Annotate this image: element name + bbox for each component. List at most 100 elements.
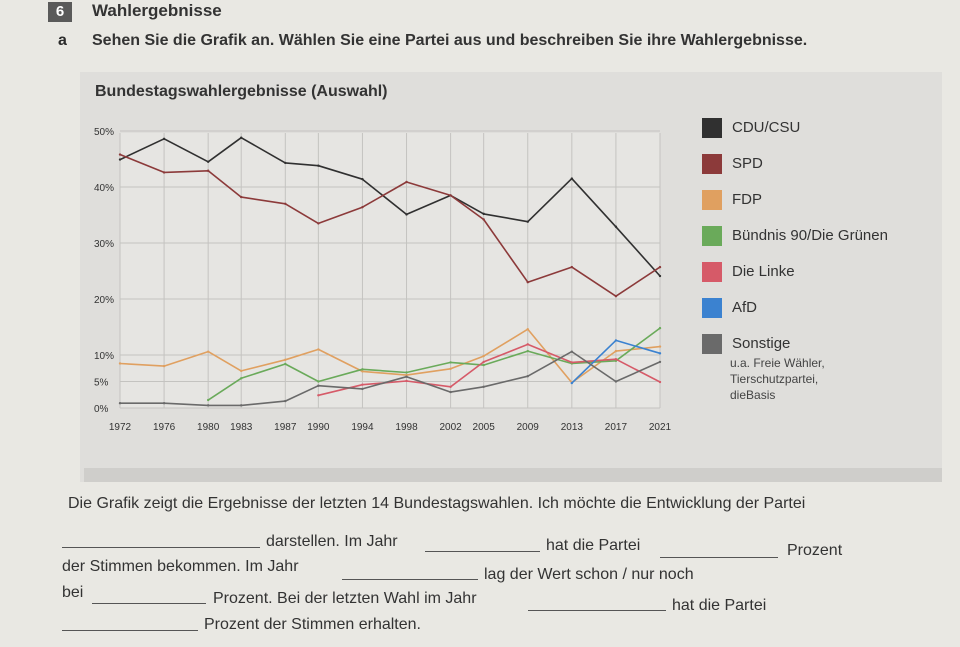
data-point-cdu-csu	[240, 136, 243, 139]
data-point-spd	[118, 153, 122, 156]
x-tick-label: 1972	[109, 422, 132, 433]
data-point-sonstige	[206, 404, 210, 407]
data-point-sonstige	[118, 402, 122, 405]
data-point-b-ndnis-90-die-gr-nen	[317, 380, 320, 383]
data-point-spd	[206, 169, 210, 172]
text-line-2a: darstellen. Im Jahr	[266, 533, 398, 550]
series-line-fdp	[119, 328, 661, 384]
legend-note: Tierschutzpartei,	[730, 372, 819, 386]
series-line-spd	[119, 153, 661, 298]
data-point-afd	[614, 339, 618, 342]
blank-percent-3[interactable]	[62, 630, 198, 631]
blank-percent-2[interactable]	[92, 603, 206, 604]
x-tick-label: 2009	[517, 422, 540, 433]
x-tick-label: 1976	[153, 422, 176, 433]
data-point-die-linke	[405, 379, 408, 383]
data-point-fdp	[162, 364, 166, 368]
text-line-3a: der Stimmen bekommen. Im Jahr	[62, 558, 299, 575]
task-title: Wahlergebnisse	[92, 1, 222, 20]
x-tick-label: 1983	[230, 422, 253, 433]
legend-note: u.a. Freie Wähler,	[730, 356, 825, 370]
data-point-die-linke	[614, 358, 618, 361]
data-point-afd	[570, 381, 574, 385]
data-point-fdp	[118, 362, 122, 365]
y-tick-label: 20%	[94, 295, 114, 306]
data-point-die-linke	[526, 343, 529, 346]
blank-percent-1[interactable]	[660, 557, 778, 558]
x-tick-label: 2021	[649, 422, 672, 433]
data-point-fdp	[526, 328, 529, 331]
data-point-b-ndnis-90-die-gr-nen	[449, 361, 452, 364]
legend-note: dieBasis	[730, 388, 776, 402]
data-point-b-ndnis-90-die-gr-nen	[361, 368, 364, 371]
text-line-4c: hat die Partei	[672, 597, 767, 614]
data-point-b-ndnis-90-die-gr-nen	[405, 371, 408, 374]
data-point-sonstige	[614, 380, 618, 383]
data-point-sonstige	[162, 402, 166, 405]
data-point-cdu-csu	[317, 164, 320, 167]
data-point-sonstige	[284, 399, 287, 403]
data-point-b-ndnis-90-die-gr-nen	[482, 363, 485, 367]
y-tick-label: 40%	[94, 183, 114, 194]
data-point-spd	[526, 281, 529, 284]
data-point-sonstige	[526, 375, 529, 378]
data-point-sonstige	[361, 387, 364, 391]
data-point-fdp	[482, 354, 485, 358]
legend-swatch	[702, 298, 722, 318]
data-point-die-linke	[361, 383, 364, 386]
series-line-cdu-csu	[119, 136, 661, 277]
legend-label: CDU/CSU	[732, 119, 801, 136]
data-point-spd	[405, 180, 408, 184]
legend-label: Die Linke	[732, 263, 795, 280]
legend-swatch	[702, 190, 722, 210]
blank-year-2[interactable]	[342, 579, 478, 580]
data-point-b-ndnis-90-die-gr-nen	[658, 326, 662, 330]
data-point-die-linke	[317, 394, 320, 397]
text-line-4a: bei	[62, 584, 84, 601]
y-tick-label: 30%	[94, 239, 114, 250]
data-point-cdu-csu	[118, 158, 122, 161]
data-point-b-ndnis-90-die-gr-nen	[526, 349, 529, 353]
data-point-sonstige	[658, 360, 662, 364]
legend-label: FDP	[732, 191, 762, 208]
series-line-b-ndnis-90-die-gr-nen	[207, 327, 661, 401]
data-point-sonstige	[449, 390, 452, 394]
x-tick-label: 1998	[395, 422, 418, 433]
data-point-spd	[361, 205, 364, 209]
data-point-sonstige	[317, 384, 320, 387]
data-point-die-linke	[482, 360, 485, 364]
task-number: 6	[48, 2, 72, 22]
data-point-fdp	[449, 367, 452, 370]
x-tick-label: 1994	[351, 422, 374, 433]
legend-swatch	[702, 118, 722, 138]
data-point-sonstige	[570, 350, 574, 353]
data-point-sonstige	[405, 375, 408, 378]
text-line-1: Die Grafik zeigt die Ergebnisse der letz…	[68, 495, 806, 512]
data-point-spd	[614, 295, 618, 298]
text-line-4b: Prozent. Bei der letzten Wahl im Jahr	[213, 590, 477, 607]
legend-swatch	[702, 226, 722, 246]
data-point-fdp	[240, 369, 243, 373]
blank-year-3[interactable]	[528, 610, 666, 611]
data-point-cdu-csu	[614, 225, 618, 228]
x-tick-label: 2005	[473, 422, 496, 433]
blank-party-1[interactable]	[62, 547, 260, 548]
data-point-fdp	[317, 348, 320, 351]
text-line-2b: hat die Partei	[546, 537, 641, 554]
data-point-fdp	[658, 345, 662, 348]
blank-year-1[interactable]	[425, 551, 540, 552]
data-point-spd	[240, 195, 243, 199]
x-tick-label: 1987	[274, 422, 297, 433]
x-tick-label: 1990	[307, 422, 330, 433]
data-point-afd	[658, 352, 662, 355]
data-point-cdu-csu	[206, 160, 210, 163]
data-point-spd	[658, 265, 662, 269]
data-point-spd	[449, 194, 452, 197]
data-point-spd	[317, 222, 320, 225]
plot-area	[120, 133, 660, 408]
subtask-instruction: Sehen Sie die Grafik an. Wählen Sie eine…	[92, 32, 808, 49]
data-point-fdp	[361, 370, 364, 373]
y-tick-label: 50%	[94, 127, 114, 138]
y-tick-label: 10%	[94, 351, 114, 362]
